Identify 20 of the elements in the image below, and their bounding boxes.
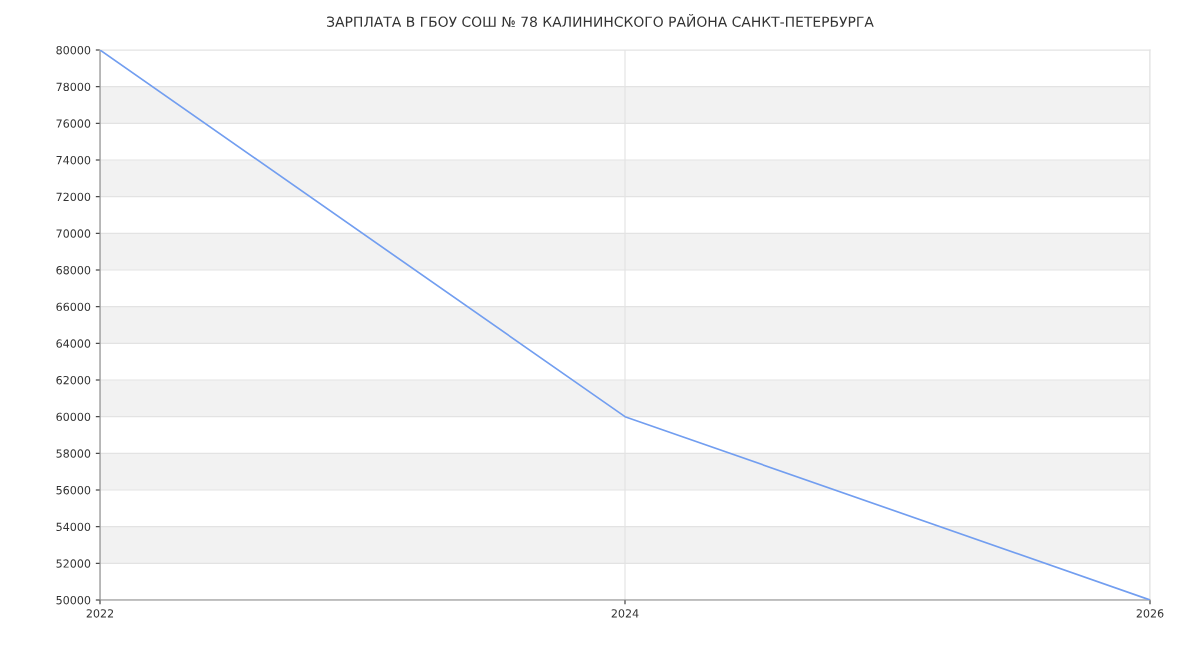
y-tick-label: 62000 xyxy=(56,375,91,385)
y-tick-label: 54000 xyxy=(56,522,91,532)
y-tick-label: 76000 xyxy=(56,119,91,128)
x-tick-label: 2026 xyxy=(1136,609,1164,618)
y-tick-label: 68000 xyxy=(56,265,91,275)
y-tick-label: 70000 xyxy=(56,229,91,238)
y-tick-label: 56000 xyxy=(56,485,91,495)
chart-title: ЗАРПЛАТА В ГБОУ СОШ № 78 КАЛИНИНСКОГО РАЙОНА САНКТ-ПЕТЕРБУРГА xyxy=(327,13,874,27)
y-tick-label: 80000 xyxy=(56,45,91,55)
y-tick-label: 64000 xyxy=(56,339,91,348)
y-tick-label: 72000 xyxy=(56,192,91,202)
y-tick-label: 74000 xyxy=(56,155,91,165)
x-tick-label: 2022 xyxy=(86,609,114,618)
y-tick-label: 78000 xyxy=(56,82,91,92)
y-tick-label: 66000 xyxy=(56,302,91,312)
y-tick-label: 50000 xyxy=(56,595,91,605)
y-tick-label: 60000 xyxy=(56,412,91,422)
y-tick-label: 58000 xyxy=(56,449,91,458)
y-tick-label: 52000 xyxy=(56,559,91,568)
x-tick-label: 2024 xyxy=(611,609,639,618)
